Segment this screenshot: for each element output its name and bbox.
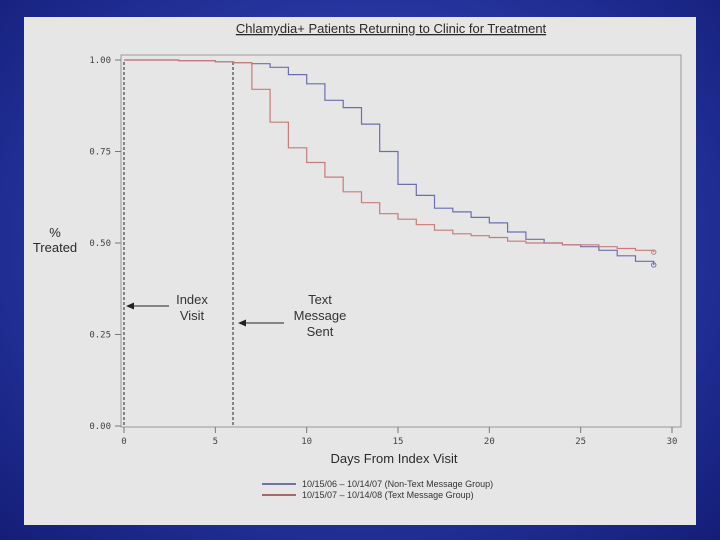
series-end-marker-1 [651,249,657,255]
annotations: Index Visit Text Message Sent [123,62,347,425]
x-axis-label: Days From Index Visit [331,451,458,466]
series-end-marker-0 [651,262,657,268]
y-tick-label: 1.00 [89,56,111,66]
text-message-label-line1: Text [308,292,332,307]
x-tick-label: 15 [393,437,404,447]
text-message-arrowhead [238,319,246,327]
index-visit-label-line2: Visit [180,308,205,323]
y-axis: 0.00 0.25 0.50 0.75 1.00 [89,56,121,432]
slide-panel: Chlamydia+ Patients Returning to Clinic … [24,17,696,525]
survival-chart: Chlamydia+ Patients Returning to Clinic … [33,21,682,500]
y-tick-label: 0.25 [89,331,111,341]
text-message-label-line2: Message [294,308,347,323]
series-group [124,59,657,268]
text-message-label-line3: Sent [307,324,334,339]
index-visit-label-line1: Index [176,292,208,307]
series-line-1 [124,59,655,253]
x-tick-label: 5 [213,437,218,447]
plot-frame [120,54,682,428]
x-tick-label: 25 [575,437,586,447]
x-tick-label: 20 [484,437,495,447]
legend-label-non-text: 10/15/06 – 10/14/07 (Non-Text Message Gr… [302,479,493,489]
x-tick-label: 0 [121,437,126,447]
index-visit-arrowhead [126,302,134,310]
y-tick-label: 0.00 [89,422,111,432]
series-line-0 [124,59,655,265]
x-tick-label: 30 [667,437,678,447]
x-axis: 0 5 10 15 20 25 30 [121,427,677,447]
y-tick-label: 0.50 [89,239,111,249]
y-axis-label-line1: % [49,225,61,240]
chart-title: Chlamydia+ Patients Returning to Clinic … [236,21,547,36]
y-axis-label-line2: Treated [33,240,77,255]
y-tick-label: 0.75 [89,148,111,158]
legend: 10/15/06 – 10/14/07 (Non-Text Message Gr… [262,479,493,500]
x-tick-label: 10 [301,437,312,447]
legend-label-text: 10/15/07 – 10/14/08 (Text Message Group) [302,490,474,500]
